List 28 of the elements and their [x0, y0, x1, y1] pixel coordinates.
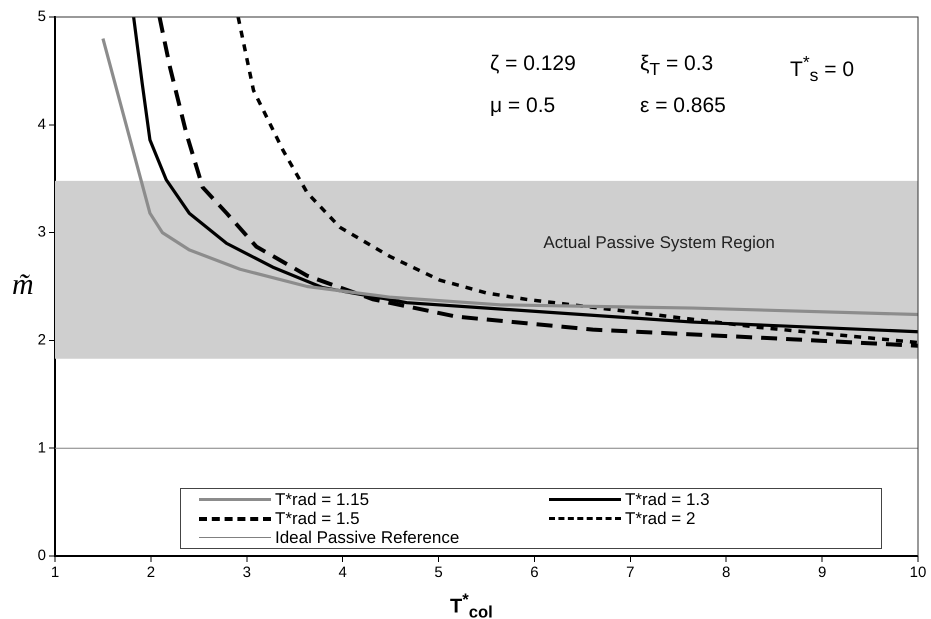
- x-tick-label: 9: [818, 564, 826, 582]
- y-tick-label: 3: [38, 224, 46, 241]
- y-tick-label: 0: [38, 547, 46, 564]
- annotation: ζ = 0.129: [490, 52, 577, 77]
- legend-label: T*rad = 1.3: [625, 490, 710, 509]
- x-tick-label: 8: [722, 564, 730, 582]
- x-tick-label: 6: [530, 564, 539, 582]
- x-tick-label: 2: [146, 564, 156, 582]
- x-tick-label: 4: [338, 564, 347, 582]
- y-axis-title: m̃: [12, 268, 34, 302]
- legend-label: T*rad = 1.15: [275, 490, 370, 509]
- annotation: T$^{*}$$_{s}$ = 0: [790, 52, 856, 86]
- legend-label: T*rad = 2: [625, 509, 696, 528]
- x-tick-label: 1: [50, 564, 60, 582]
- band-label: Actual Passive System Region: [543, 232, 775, 252]
- y-tick-label: 1: [38, 439, 46, 456]
- y-tick-label: 5: [38, 8, 46, 26]
- annotation: μ = 0.5: [490, 94, 556, 118]
- x-tick-label: 5: [434, 564, 443, 582]
- annotation: ξ$_{T}$ = 0.3: [640, 52, 714, 82]
- y-tick-label: 4: [38, 116, 46, 133]
- x-tick-label: 10: [910, 564, 926, 582]
- x-tick-label: 7: [626, 564, 635, 582]
- y-tick-label: 2: [38, 332, 46, 349]
- annotation: ε = 0.865: [640, 94, 727, 118]
- legend-label: T*rad = 1.5: [275, 509, 360, 528]
- legend-label: Ideal Passive Reference: [275, 528, 460, 547]
- x-tick-label: 3: [242, 564, 251, 582]
